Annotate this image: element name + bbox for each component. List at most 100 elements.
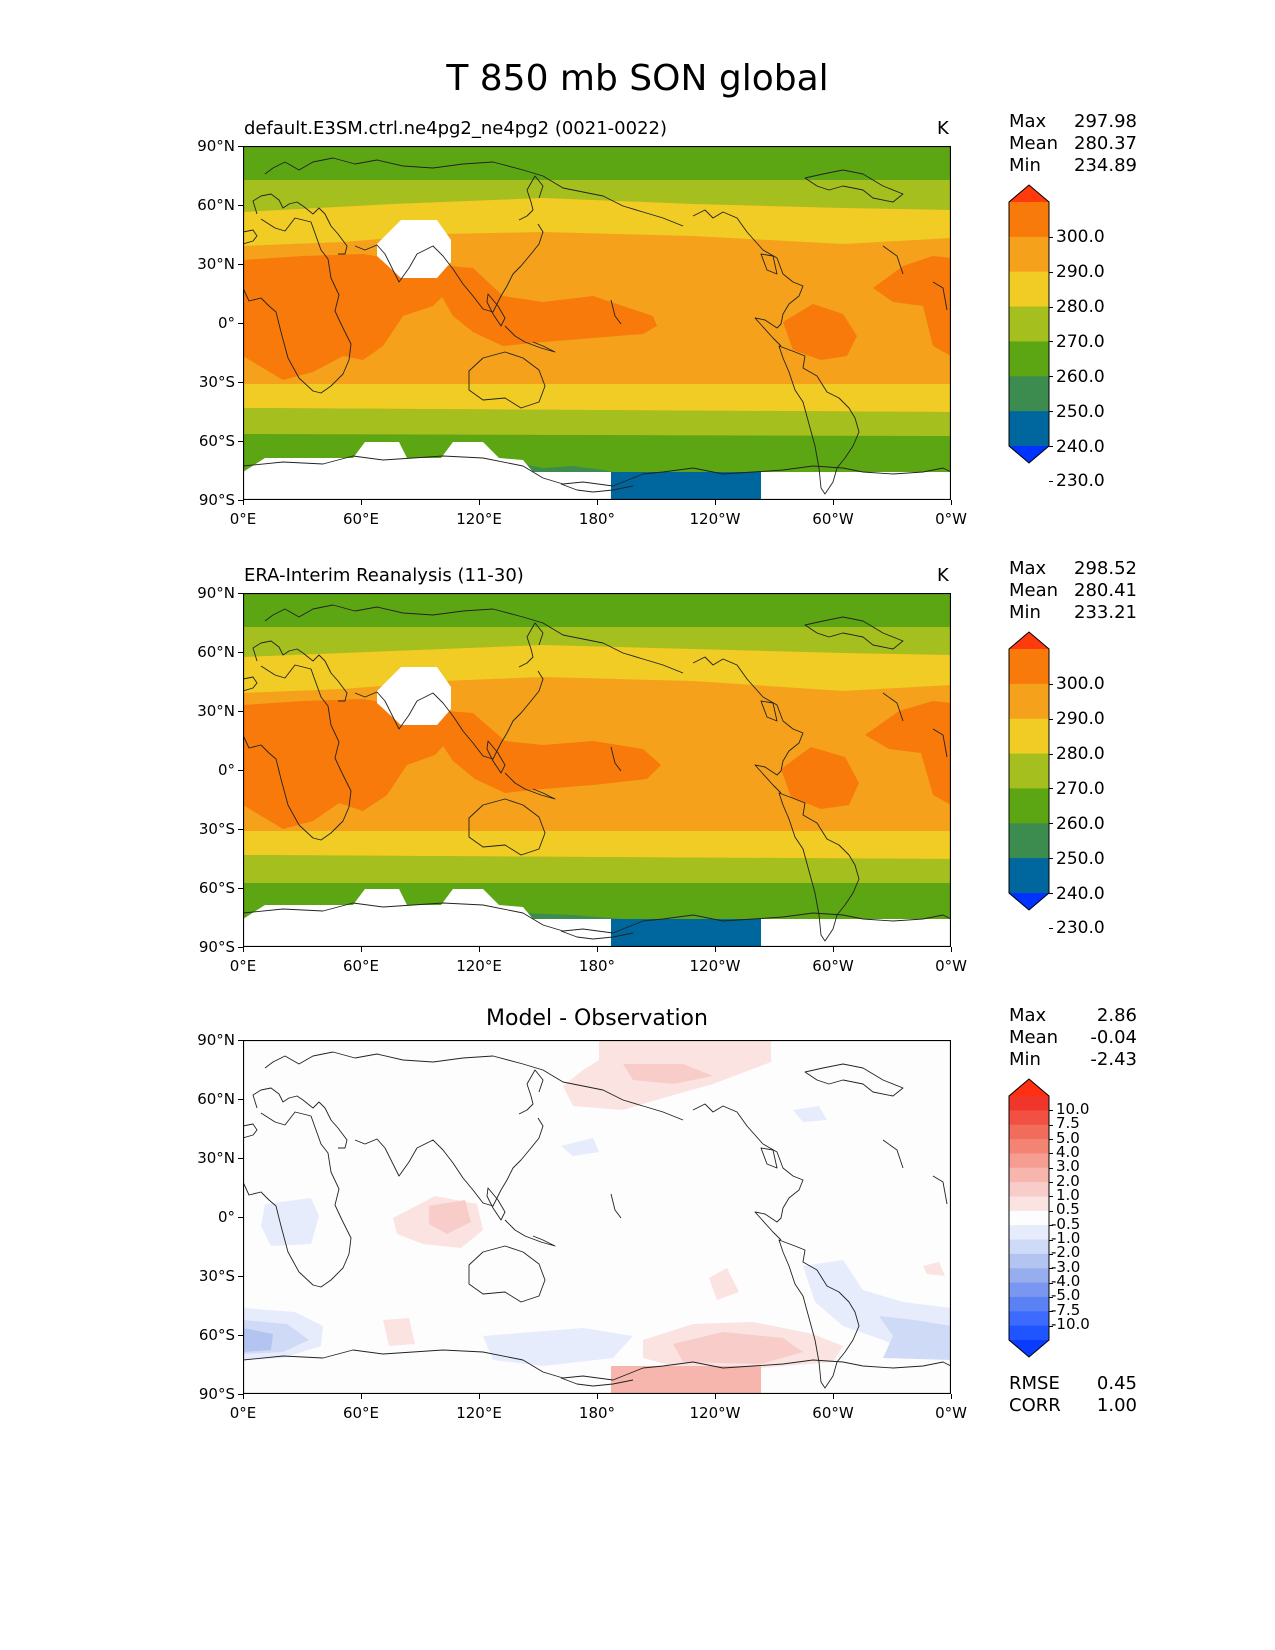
panel-1-title: default.E3SM.ctrl.ne4pg2_ne4pg2 (0021-00… — [244, 118, 667, 139]
x-tick-mark — [361, 1394, 362, 1399]
y-tick-mark — [238, 146, 243, 147]
y-tick-label: 90°S — [198, 491, 235, 509]
panel-1-stats: Max 297.98 Mean 280.37 Min 234.89 — [1009, 111, 1137, 177]
y-tick-mark — [238, 441, 243, 442]
rmse-value: 0.45 — [1096, 1373, 1137, 1394]
colorbar-tick-label: -10.0 — [1051, 1315, 1090, 1334]
colorbar-tick-mark — [1049, 271, 1053, 273]
y-tick-label: 30°N — [197, 255, 235, 273]
stat-max-label: Max — [1009, 558, 1047, 579]
colorbar-tick-mark — [1049, 1296, 1053, 1298]
colorbar-tick-mark — [1049, 1268, 1053, 1270]
y-tick-label: 60°N — [197, 1090, 235, 1108]
x-tick-label: 120°E — [456, 510, 502, 528]
colorbar-segment — [1009, 718, 1049, 755]
y-tick-mark — [238, 1217, 243, 1218]
colorbar-tick-label: 270.0 — [1056, 331, 1105, 352]
stat-min-label: Min — [1009, 155, 1041, 176]
colorbar-tick-mark — [1049, 858, 1053, 860]
x-tick-label: 0°W — [935, 510, 967, 528]
colorbar-tick-label: 290.0 — [1056, 709, 1105, 730]
colorbar-segment — [1009, 202, 1049, 238]
colorbar-tick-label: -0.5 — [1051, 1214, 1081, 1233]
panel-1-colorbar — [1008, 184, 1050, 464]
colorbar-tick-mark — [1049, 341, 1053, 343]
panel-1-field — [243, 146, 951, 500]
y-tick-label: 90°N — [197, 584, 235, 602]
y-tick-label: 30°S — [198, 820, 235, 838]
x-tick-mark — [479, 1394, 480, 1399]
panel-3-title: Model - Observation — [486, 1006, 708, 1031]
x-tick-mark — [597, 947, 598, 952]
y-tick-label: 30°N — [197, 1149, 235, 1167]
x-tick-label: 180° — [578, 1404, 616, 1422]
y-tick-mark — [238, 829, 243, 830]
corr-value: 1.00 — [1096, 1395, 1137, 1416]
x-tick-label: 0°E — [229, 957, 257, 975]
x-tick-mark — [715, 1394, 716, 1399]
panel-2-units: K — [937, 565, 949, 586]
colorbar-tick-mark — [1049, 1253, 1053, 1255]
colorbar-segment — [1009, 1325, 1049, 1341]
colorbar-outline — [1008, 1078, 1050, 1358]
y-tick-mark — [238, 264, 243, 265]
x-tick-label: 60°E — [342, 1404, 380, 1422]
y-tick-mark — [238, 1335, 243, 1336]
colorbar-tick-label: 300.0 — [1056, 227, 1105, 248]
colorbar-segment — [1009, 823, 1049, 859]
colorbar-tick-mark — [1049, 823, 1053, 825]
colorbar-tick-label: 2.0 — [1056, 1171, 1080, 1190]
x-tick-label: 120°W — [689, 957, 741, 975]
colorbar-tick-mark — [1049, 683, 1053, 685]
colorbar-tick-label: 300.0 — [1056, 674, 1105, 695]
colorbar-tick-label: 5.0 — [1056, 1128, 1080, 1147]
x-tick-mark — [715, 947, 716, 952]
colorbar-segment — [1009, 1210, 1049, 1226]
x-tick-mark — [833, 500, 834, 505]
y-tick-mark — [238, 1158, 243, 1159]
stat-min-value: -2.43 — [1090, 1049, 1137, 1070]
stat-max-value: 297.98 — [1074, 111, 1137, 132]
colorbar-segment — [1009, 1239, 1049, 1255]
x-tick-label: 120°E — [456, 957, 502, 975]
y-tick-mark — [238, 1276, 243, 1277]
colorbar-segment — [1009, 1268, 1049, 1284]
x-tick-label: 60°E — [342, 957, 380, 975]
y-tick-mark — [238, 1099, 243, 1100]
y-tick-mark — [238, 500, 243, 501]
colorbar-segment — [1009, 271, 1049, 308]
colorbar-extend-max — [1009, 185, 1049, 202]
colorbar-segment — [1009, 1253, 1049, 1269]
colorbar-tick-label: 270.0 — [1056, 778, 1105, 799]
panel-3-map — [243, 1040, 951, 1394]
colorbar-segment — [1009, 1110, 1049, 1126]
x-tick-label: 0°W — [935, 957, 967, 975]
stat-mean-label: Mean — [1009, 1027, 1059, 1048]
colorbar-segment — [1009, 1139, 1049, 1155]
colorbar-tick-label: 0.5 — [1056, 1200, 1080, 1219]
x-tick-label: 0°W — [935, 1404, 967, 1422]
y-tick-label: 90°S — [198, 938, 235, 956]
y-tick-label: 0° — [217, 314, 235, 332]
y-tick-label: 60°N — [197, 196, 235, 214]
colorbar-tick-label: 7.5 — [1056, 1114, 1080, 1133]
x-tick-mark — [833, 1394, 834, 1399]
panel-3-colorbar — [1008, 1078, 1050, 1358]
colorbar-tick-label: 250.0 — [1056, 401, 1105, 422]
colorbar-tick-mark — [1049, 788, 1053, 790]
colorbar-extend-min — [1009, 1340, 1049, 1357]
colorbar-segment — [1009, 1167, 1049, 1183]
panel-2-colorbar — [1008, 631, 1050, 911]
colorbar-tick-label: -1.0 — [1051, 1229, 1081, 1248]
stat-min-value: 234.89 — [1074, 155, 1137, 176]
panel-1-units: K — [937, 118, 949, 139]
colorbar-tick-label: -7.5 — [1051, 1300, 1081, 1319]
colorbar-tick-mark — [1049, 1182, 1053, 1184]
colorbar-segment — [1009, 1153, 1049, 1169]
colorbar-tick-label: 1.0 — [1056, 1185, 1080, 1204]
colorbar-segment — [1009, 1296, 1049, 1312]
colorbar-tick-label: 260.0 — [1056, 366, 1105, 387]
y-tick-mark — [238, 888, 243, 889]
colorbar-tick-mark — [1049, 1282, 1053, 1284]
stat-mean-value: 280.37 — [1074, 133, 1137, 154]
